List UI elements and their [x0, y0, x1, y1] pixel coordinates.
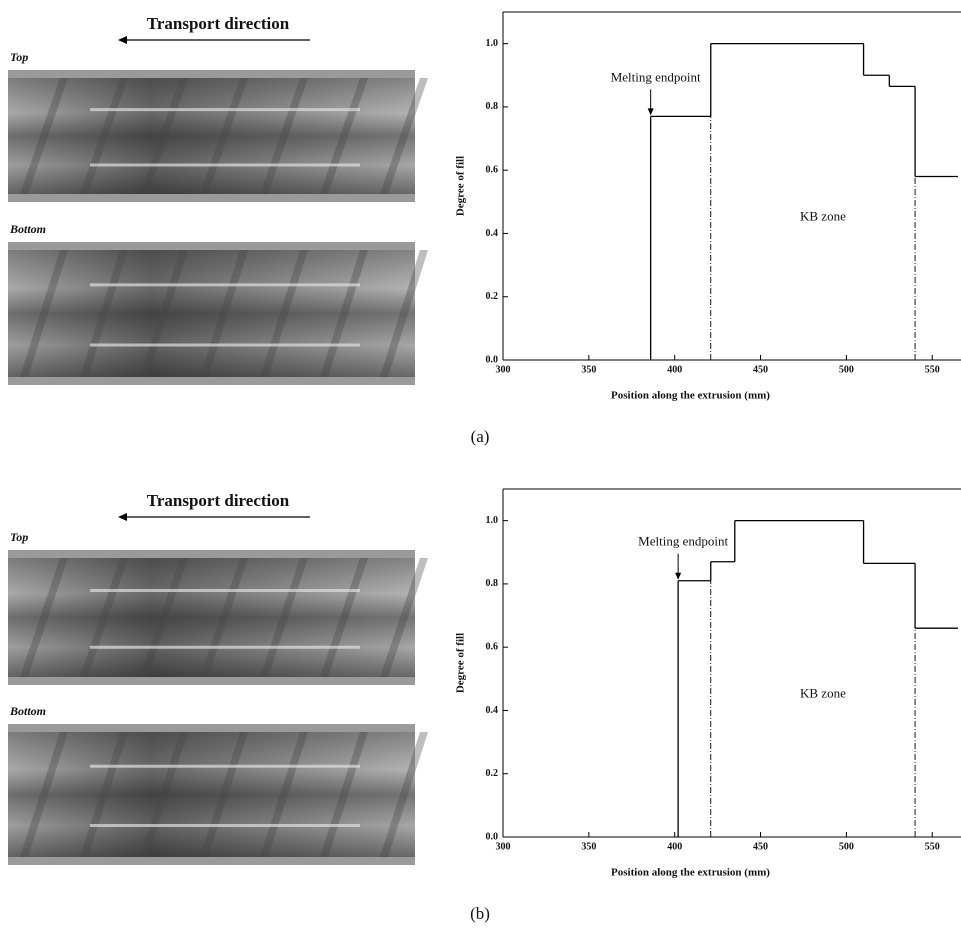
flight: [20, 78, 68, 194]
y-tick-label: 0.2: [486, 291, 499, 302]
flight: [20, 558, 68, 677]
x-tick-label: 450: [753, 841, 768, 852]
x-tick-label: 400: [667, 364, 682, 375]
x-tick-label: 300: [496, 364, 511, 375]
y-tick-label: 0.8: [486, 101, 499, 112]
y-axis-title: Degree of fill: [455, 633, 467, 693]
x-tick-label: 300: [496, 841, 511, 852]
x-tick-label: 350: [581, 364, 596, 375]
photo-shade: [8, 78, 415, 194]
y-tick-label: 0.8: [486, 578, 499, 589]
endpoint-label: Melting endpoint: [638, 534, 728, 549]
y-axis-title: Degree of fill: [455, 156, 467, 216]
endpoint-arrow-head: [675, 572, 682, 580]
zone-label: KB zone: [800, 686, 846, 701]
photo-shade: [8, 250, 415, 377]
y-tick-label: 0.4: [486, 228, 499, 239]
y-tick-label: 0.0: [486, 354, 499, 365]
x-tick-label: 550: [925, 841, 940, 852]
x-tick-label: 400: [667, 841, 682, 852]
x-axis-title: Position along the extrusion (mm): [611, 390, 770, 402]
endpoint-label: Melting endpoint: [611, 69, 701, 84]
bottom-label: Bottom: [9, 222, 46, 236]
flight: [20, 250, 68, 377]
flight: [380, 78, 428, 194]
flight: [20, 732, 68, 857]
flight: [380, 558, 428, 677]
top-label: Top: [10, 530, 28, 544]
y-tick-label: 0.6: [486, 641, 499, 652]
x-tick-label: 500: [839, 841, 854, 852]
direction-label: Transport direction: [147, 491, 290, 510]
x-tick-label: 500: [839, 364, 854, 375]
caption: (b): [470, 904, 490, 923]
bottom-label: Bottom: [9, 704, 46, 718]
y-tick-label: 0.6: [486, 164, 499, 175]
x-tick-label: 550: [925, 364, 940, 375]
y-tick-label: 0.4: [486, 705, 499, 716]
y-tick-label: 0.2: [486, 768, 499, 779]
y-tick-label: 1.0: [486, 515, 499, 526]
flight: [380, 250, 428, 377]
x-tick-label: 450: [753, 364, 768, 375]
x-tick-label: 350: [581, 841, 596, 852]
arrow-head: [118, 513, 127, 521]
photo-shade: [8, 732, 415, 857]
caption: (a): [471, 427, 490, 446]
endpoint-arrow-head: [647, 108, 654, 116]
top-label: Top: [10, 50, 28, 64]
flight: [380, 732, 428, 857]
y-tick-label: 1.0: [486, 38, 499, 49]
x-axis-title: Position along the extrusion (mm): [611, 867, 770, 879]
zone-label: KB zone: [800, 209, 846, 224]
arrow-head: [118, 36, 127, 44]
direction-label: Transport direction: [147, 14, 290, 33]
photo-shade: [8, 558, 415, 677]
y-tick-label: 0.0: [486, 831, 499, 842]
